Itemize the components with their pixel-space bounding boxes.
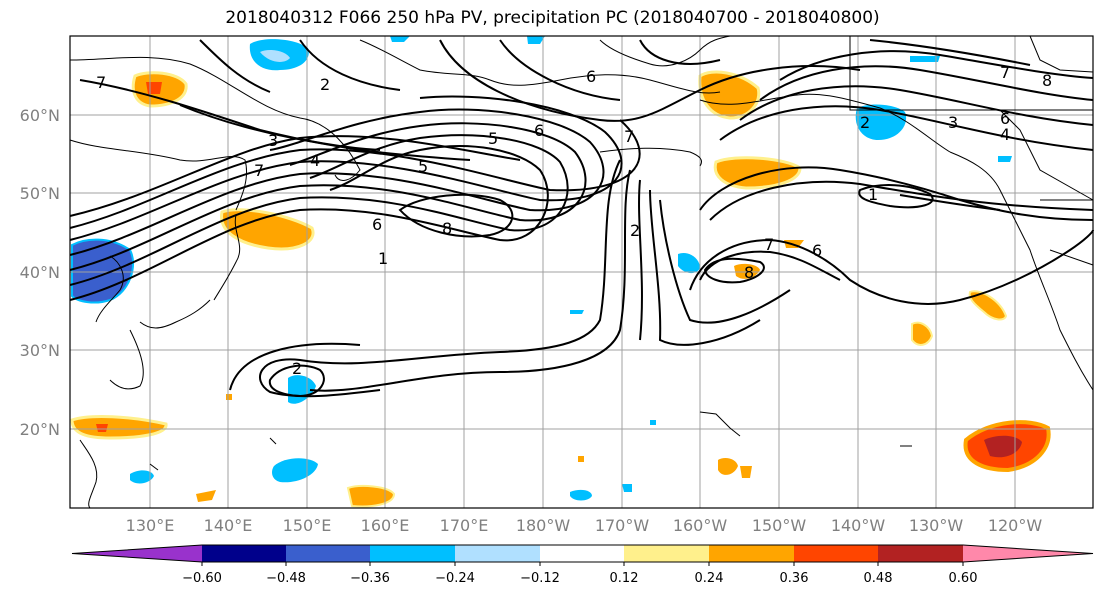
contour-label: 3: [948, 113, 958, 132]
contour-label: 6: [1000, 109, 1010, 128]
lon-label: 140°W: [831, 516, 886, 535]
colorbar-tick-label: −0.48: [266, 571, 306, 586]
colorbar-cells: [71, 544, 1094, 563]
contour-label: 7: [624, 127, 634, 146]
contour-label: 8: [744, 263, 754, 282]
contour-label: 8: [1042, 71, 1052, 90]
colorbar-tick-label: −0.12: [520, 571, 560, 586]
colorbar-cell: [455, 545, 540, 562]
lon-label: 170°E: [440, 516, 489, 535]
contour-label: 5: [488, 129, 498, 148]
colorbar-tick-label: 0.24: [695, 571, 724, 586]
lon-label: 120°W: [988, 516, 1043, 535]
contour-label: 8: [442, 219, 452, 238]
lat-label: 40°N: [20, 263, 60, 282]
colorbar-tick-label: 0.36: [780, 571, 809, 586]
contour-label: 3: [268, 131, 278, 150]
pv-contour-labels: 7 2 3 4 5 6 8 5 6 7 2 6 7 8 4 2 7 3 6 8 …: [96, 63, 1052, 378]
map-frame: [69, 35, 1094, 509]
map-panel: 7 2 3 4 5 6 8 5 6 7 2 6 7 8 4 2 7 3 6 8 …: [69, 35, 1094, 509]
colorbar-tick-label: 0.60: [949, 571, 978, 586]
colorbar-cell: [624, 545, 709, 562]
colorbar-cell: [370, 545, 455, 562]
contour-label: 6: [586, 67, 596, 86]
contour-label: 7: [1000, 63, 1010, 82]
colorbar-cell: [540, 545, 624, 562]
colorbar-cell: [963, 545, 1093, 562]
contour-label: 2: [320, 75, 330, 94]
contour-label: 2: [860, 113, 870, 132]
longitude-labels: 130°E 140°E 150°E 160°E 170°E 180°W 170°…: [126, 516, 1043, 535]
contour-label: 6: [812, 241, 822, 260]
pv-contours: [69, 39, 1094, 398]
lon-label: 160°W: [673, 516, 728, 535]
colorbar-tick-label: 0.12: [610, 571, 639, 586]
colorbar-tick-label: −0.24: [435, 571, 475, 586]
contour-label: 1: [868, 185, 878, 204]
colorbar-cell: [72, 545, 202, 562]
contour-label: 4: [310, 151, 320, 170]
contour-label: 1: [378, 249, 388, 268]
contour-label: 6: [534, 121, 544, 140]
lat-label: 50°N: [20, 184, 60, 203]
map-title: 2018040312 F066 250 hPa PV, precipitatio…: [225, 8, 880, 28]
lon-label: 150°W: [752, 516, 807, 535]
colorbar-tick-label: 0.48: [864, 571, 893, 586]
contour-label: 5: [418, 157, 428, 176]
contour-label: 2: [292, 359, 302, 378]
colorbar-tick-label: −0.36: [350, 571, 390, 586]
contour-label: 7: [764, 235, 774, 254]
colorbar-cell: [286, 545, 370, 562]
lat-label: 20°N: [20, 420, 60, 439]
latitude-labels: 60°N 50°N 40°N 30°N 20°N: [20, 106, 60, 439]
colorbar-tick-labels: −0.60 −0.48 −0.36 −0.24 −0.12 0.12 0.24 …: [182, 571, 977, 586]
contour-label: 7: [254, 161, 264, 180]
colorbar-ticks: [201, 562, 964, 566]
colorbar: −0.60 −0.48 −0.36 −0.24 −0.12 0.12 0.24 …: [71, 544, 1094, 586]
lat-label: 30°N: [20, 341, 60, 360]
colorbar-cell: [709, 545, 794, 562]
contour-label: 6: [372, 215, 382, 234]
lon-label: 170°W: [595, 516, 650, 535]
lon-label: 160°E: [361, 516, 410, 535]
colorbar-tick-label: −0.60: [182, 571, 222, 586]
lon-label: 130°E: [126, 516, 175, 535]
lon-label: 140°E: [204, 516, 253, 535]
lon-label: 150°E: [283, 516, 332, 535]
coastlines: [69, 35, 1094, 509]
lon-label: 130°W: [909, 516, 964, 535]
contour-label: 7: [96, 73, 106, 92]
colorbar-cell: [202, 545, 286, 562]
contour-label: 2: [630, 221, 640, 240]
colorbar-cell: [878, 545, 963, 562]
lat-label: 60°N: [20, 106, 60, 125]
lon-label: 180°W: [516, 516, 571, 535]
colorbar-cell: [794, 545, 878, 562]
contour-label: 4: [1000, 125, 1010, 144]
